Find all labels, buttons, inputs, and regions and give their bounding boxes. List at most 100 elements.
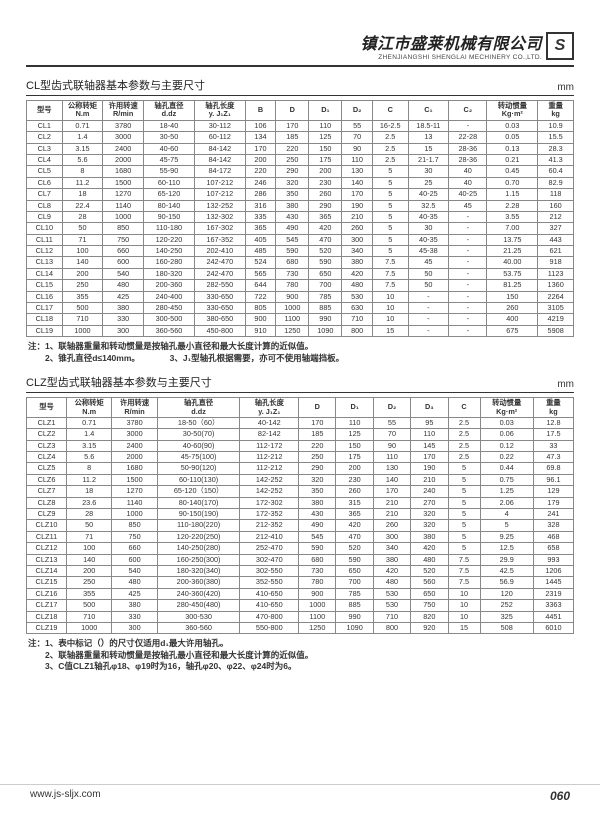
column-header: 重量kg: [538, 101, 574, 121]
table-cell: 28-36: [449, 143, 487, 154]
table-cell: 40-25: [408, 189, 449, 200]
table-cell: 520: [411, 566, 448, 577]
table-cell: -: [449, 257, 487, 268]
table-cell: 5: [448, 531, 480, 542]
table-cell: 60-110: [144, 177, 195, 188]
table-cell: CLZ2: [27, 429, 67, 440]
table-cell: 41.3: [538, 154, 574, 165]
table-cell: 2000: [112, 452, 157, 463]
table-cell: 710: [342, 314, 373, 325]
column-header: 公称转矩N.m: [67, 398, 112, 418]
table-cell: 160-250(300): [157, 554, 240, 565]
table-cell: 1270: [103, 189, 144, 200]
table-cell: 2.5: [448, 440, 480, 451]
table-cell: 110: [373, 452, 410, 463]
table-cell: 355: [62, 291, 103, 302]
table-cell: CL7: [27, 189, 63, 200]
table-cell: 3780: [112, 417, 157, 428]
table-cell: -: [449, 234, 487, 245]
table-cell: 5908: [538, 325, 574, 336]
table-cell: CL16: [27, 291, 63, 302]
column-header: B: [245, 101, 276, 121]
table-cell: 990: [336, 611, 373, 622]
note-line: 2、联轴器重量和转动惯量是按轴孔最小直径和最大长度计算的近似值。: [28, 650, 574, 661]
table-row: CLZ15250480200-360(380)352-5507807004805…: [27, 577, 574, 588]
table-cell: 16-2.5: [372, 120, 408, 131]
table-cell: 175: [336, 452, 373, 463]
table-cell: 200-360(380): [157, 577, 240, 588]
table-cell: 320: [411, 509, 448, 520]
table-row: CL33.15240040-6084-142170220150902.51528…: [27, 143, 574, 154]
table-cell: 480: [112, 577, 157, 588]
table-cell: 250: [299, 452, 336, 463]
table-cell: 242-470: [194, 257, 245, 268]
table-cell: CL1: [27, 120, 63, 131]
table-cell: 60.4: [538, 166, 574, 177]
table-cell: 675: [487, 325, 538, 336]
table-cell: 252-470: [240, 543, 299, 554]
table-cell: 850: [103, 223, 144, 234]
table-cell: 900: [245, 314, 276, 325]
page-number: 060: [550, 789, 570, 803]
table-cell: 10: [372, 314, 408, 325]
table-cell: 400: [487, 314, 538, 325]
table-cell: 132-302: [194, 211, 245, 222]
table-cell: 680: [299, 554, 336, 565]
table-cell: 300: [112, 622, 157, 633]
table-cell: 340: [342, 246, 373, 257]
table-cell: 5.6: [62, 154, 103, 165]
table-cell: 1500: [103, 177, 144, 188]
table-cell: CLZ3: [27, 440, 67, 451]
table-cell: CLZ6: [27, 474, 67, 485]
table-cell: 2.5: [448, 452, 480, 463]
column-header: 型号: [27, 398, 67, 418]
table-cell: 15: [372, 325, 408, 336]
table-cell: CLZ11: [27, 531, 67, 542]
table-cell: 750: [112, 531, 157, 542]
table-row: CLZ12100660140-250(280)252-4705905203404…: [27, 543, 574, 554]
column-header: D: [276, 101, 309, 121]
table-cell: 220: [276, 143, 309, 154]
column-header: 许用转速R/min: [103, 101, 144, 121]
table-cell: 885: [309, 303, 342, 314]
table-cell: 84-142: [194, 154, 245, 165]
table-cell: 785: [336, 588, 373, 599]
table-cell: 328: [533, 520, 573, 531]
table-cell: -: [408, 303, 449, 314]
table-cell: 18: [62, 189, 103, 200]
table-cell: 172-352: [240, 509, 299, 520]
table-cell: 210: [373, 509, 410, 520]
table-cell: 590: [336, 554, 373, 565]
table-cell: 170: [411, 452, 448, 463]
table-cell: 380: [342, 257, 373, 268]
table-cell: 650: [336, 566, 373, 577]
table-cell: 230: [336, 474, 373, 485]
table-cell: 1206: [533, 566, 573, 577]
column-header: C₂: [449, 101, 487, 121]
table-cell: 722: [245, 291, 276, 302]
table-cell: 520: [309, 246, 342, 257]
table-cell: 125: [309, 132, 342, 143]
table-cell: 490: [276, 223, 309, 234]
table-cell: CL17: [27, 303, 63, 314]
table-cell: 508: [480, 622, 533, 633]
footer-url: www.js-sljx.com: [30, 789, 101, 803]
table-row: CLZ823.6114080-140(170)172-3023803152102…: [27, 497, 574, 508]
table-cell: CL4: [27, 154, 63, 165]
table-cell: 5: [448, 543, 480, 554]
table-cell: 10.9: [538, 120, 574, 131]
table-cell: 45: [408, 257, 449, 268]
table-cell: 10: [372, 291, 408, 302]
table-cell: CL10: [27, 223, 63, 234]
table-cell: 5: [448, 520, 480, 531]
table-cell: 200: [67, 566, 112, 577]
table-cell: 25: [408, 177, 449, 188]
table-cell: 330: [112, 611, 157, 622]
table-cell: 42.5: [480, 566, 533, 577]
table-row: CL18710330300-500380-650900110099071010-…: [27, 314, 574, 325]
table-cell: 420: [336, 520, 373, 531]
table-row: CLZ58168050-90(120)112-21229020013019050…: [27, 463, 574, 474]
table-row: CL1171750120-220167-352405545470300540-3…: [27, 234, 574, 245]
table-cell: 21-1.7: [408, 154, 449, 165]
table-cell: 260: [487, 303, 538, 314]
